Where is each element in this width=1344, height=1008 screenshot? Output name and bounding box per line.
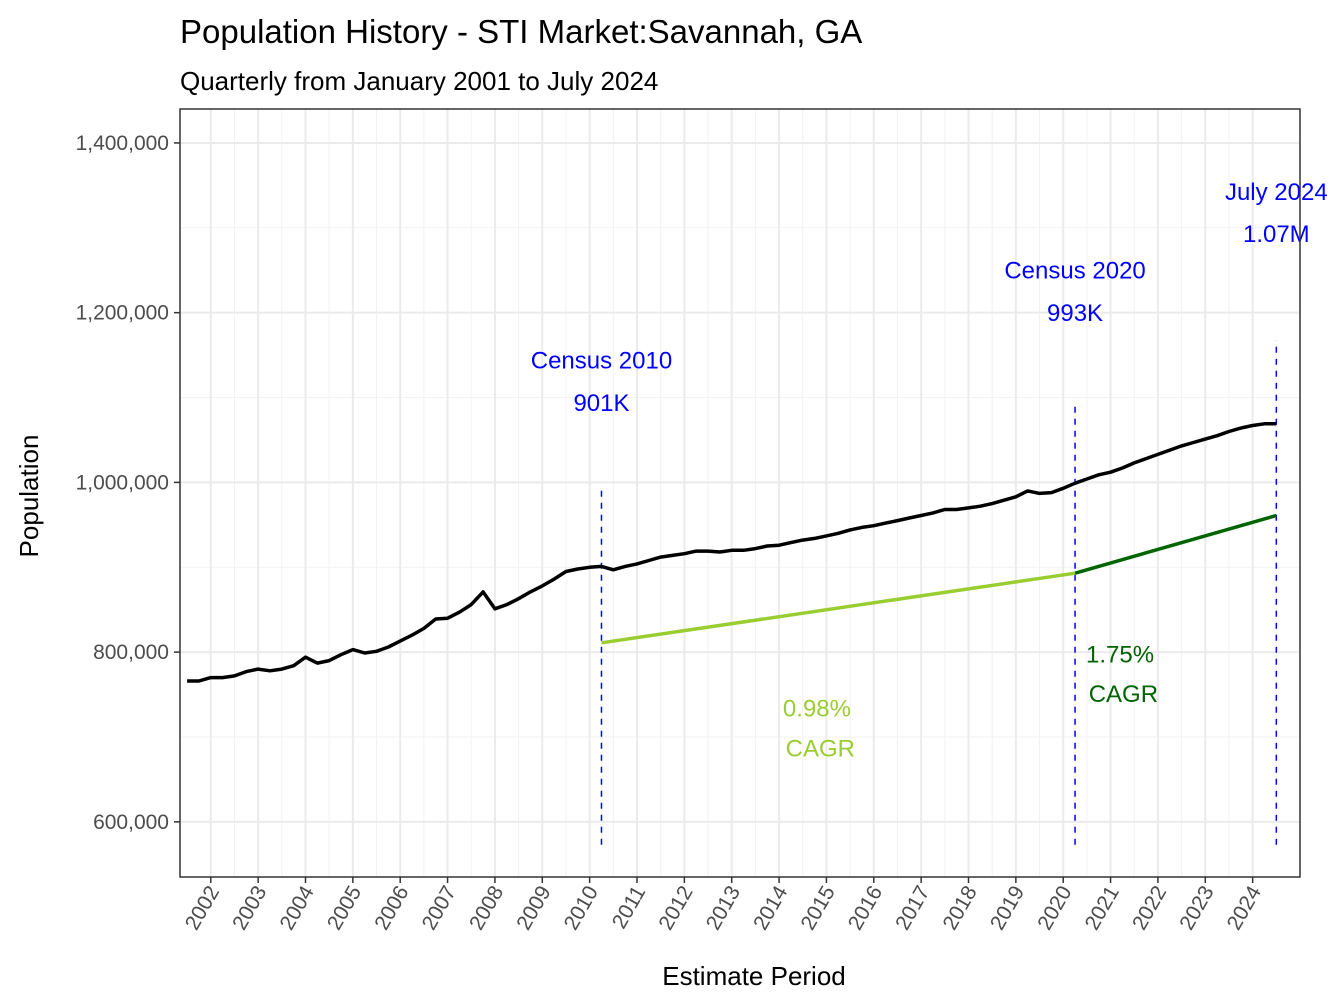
x-tick-label: 2011 xyxy=(608,882,651,933)
x-tick-label: 2005 xyxy=(323,882,366,934)
annotation-label: 901K xyxy=(573,390,629,417)
y-axis-label: Population xyxy=(14,435,44,558)
x-tick-label: 2002 xyxy=(181,882,224,934)
y-tick-label: 1,200,000 xyxy=(76,302,169,325)
x-tick-label: 2017 xyxy=(891,882,934,934)
annotation-label: 1.75% xyxy=(1086,641,1154,668)
x-tick-label: 2021 xyxy=(1081,882,1124,934)
annotation-label: CAGR xyxy=(779,735,855,762)
x-tick-label: 2004 xyxy=(276,882,319,934)
y-tick-label: 800,000 xyxy=(93,641,169,664)
x-tick-label: 2010 xyxy=(560,882,603,934)
plot-panel-border xyxy=(179,108,1301,878)
x-tick-label: 2008 xyxy=(465,882,508,934)
x-tick-label: 2019 xyxy=(986,882,1029,934)
x-tick-label: 2013 xyxy=(702,882,745,934)
x-tick-label: 2006 xyxy=(370,882,413,934)
annotation-label: CAGR xyxy=(1082,681,1158,708)
reference-lines xyxy=(600,340,1278,845)
x-tick-label: 2014 xyxy=(749,882,792,934)
chart-title: Population History - STI Market:Savannah… xyxy=(180,13,862,50)
annotation-label: 0.98% xyxy=(783,696,851,723)
x-tick-label: 2024 xyxy=(1223,882,1266,934)
annotation-label: 993K xyxy=(1047,300,1103,327)
y-tick-label: 600,000 xyxy=(93,811,169,834)
x-tick-label: 2012 xyxy=(654,882,697,934)
x-tick-label: 2003 xyxy=(228,882,271,934)
x-tick-label: 2020 xyxy=(1033,882,1076,934)
y-axis: 600,000 800,000 1,000,000 1,200,000 1,400,00… xyxy=(76,132,180,834)
annotation-label: 1.07M xyxy=(1243,221,1310,248)
annotation-label: July 2024 xyxy=(1225,179,1328,206)
chart-subtitle: Quarterly from January 2001 to July 2024 xyxy=(180,66,658,96)
x-axis-label: Estimate Period xyxy=(662,961,846,991)
cagr-trend-line xyxy=(601,571,1076,645)
x-tick-label: 2016 xyxy=(844,882,887,934)
x-tick-label: 2009 xyxy=(512,882,555,934)
annotation-label: Census 2010 xyxy=(531,348,672,375)
annotation-label: Census 2020 xyxy=(1004,258,1145,285)
population-line xyxy=(187,422,1277,683)
cagr-trend-line xyxy=(1074,513,1277,575)
x-tick-label: 2018 xyxy=(939,882,982,934)
x-axis: 2002 2003 2004 2005 2006 2007 2008 2009 2010 2011… xyxy=(181,877,1266,934)
y-tick-label: 1,400,000 xyxy=(76,132,169,155)
x-tick-label: 2022 xyxy=(1128,882,1171,934)
y-tick-label: 1,000,000 xyxy=(76,471,169,494)
x-tick-label: 2023 xyxy=(1175,882,1218,934)
x-tick-label: 2015 xyxy=(796,882,839,934)
data-series xyxy=(187,422,1277,683)
gridlines xyxy=(180,109,1300,877)
annotations: Census 2010 901K Census 2020 993K July 2024 1… xyxy=(531,179,1328,763)
x-tick-label: 2007 xyxy=(418,882,461,934)
